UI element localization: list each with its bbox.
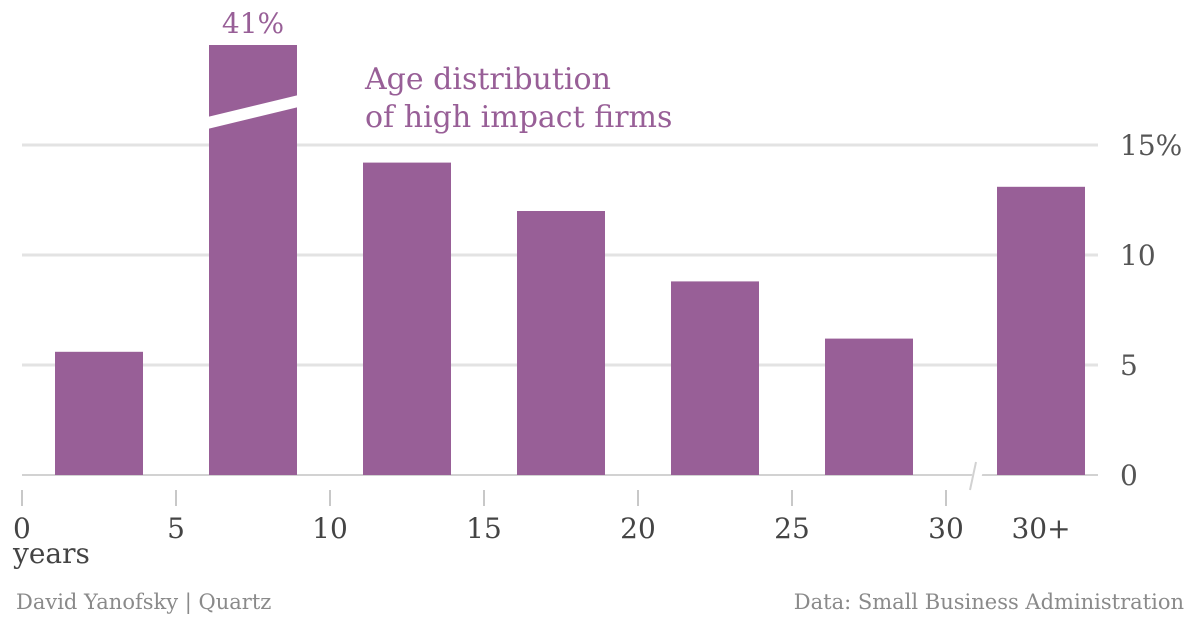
x-tick-label: 20 xyxy=(620,512,656,545)
x-tick-label: 0 xyxy=(13,512,31,545)
bar xyxy=(517,211,605,475)
x-axis xyxy=(21,460,986,506)
bar xyxy=(997,186,1085,476)
labels: 0 5 10 15% 41% 0 5 10 15 20 25 30 30+ years Age distri… xyxy=(12,7,1182,570)
x-tick-label: 15 xyxy=(466,512,502,545)
chart-title-line: Age distribution xyxy=(364,62,611,97)
bar-break-gap xyxy=(195,92,311,132)
y-tick-label: 15% xyxy=(1120,129,1182,162)
bar-data-label: 41% xyxy=(222,7,284,40)
x-tick-label: 30 xyxy=(928,512,964,545)
bar xyxy=(363,162,451,475)
bar xyxy=(671,281,759,475)
x-tick-label-30-plus: 30+ xyxy=(1011,512,1070,545)
x-tick-label: 25 xyxy=(774,512,810,545)
bars xyxy=(55,45,1085,476)
footer-source: Data: Small Business Administration xyxy=(793,590,1184,614)
x-tick-label: 10 xyxy=(312,512,348,545)
x-tick-label: 5 xyxy=(167,512,185,545)
y-tick-label: 0 xyxy=(1120,459,1138,492)
chart-title-line: of high impact firms xyxy=(365,100,672,135)
x-axis-break-mark xyxy=(969,461,977,491)
bar xyxy=(825,338,913,475)
footer-credit: David Yanofsky | Quartz xyxy=(16,590,272,614)
x-axis-label: years xyxy=(12,537,90,570)
bar xyxy=(55,351,143,475)
y-tick-label: 5 xyxy=(1120,349,1138,382)
y-tick-label: 10 xyxy=(1120,239,1156,272)
